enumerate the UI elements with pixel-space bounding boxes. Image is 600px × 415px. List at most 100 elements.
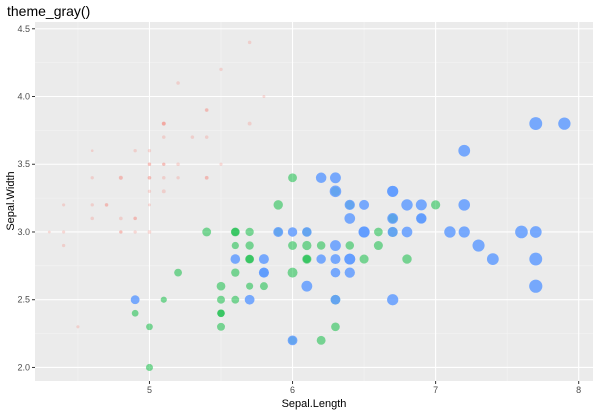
- data-point: [387, 294, 399, 306]
- data-point: [147, 203, 151, 207]
- data-point: [431, 200, 441, 210]
- data-point: [204, 175, 209, 180]
- data-point: [61, 243, 66, 248]
- data-point: [145, 363, 154, 372]
- data-point: [401, 226, 413, 238]
- data-point: [344, 213, 356, 224]
- data-point: [90, 203, 94, 207]
- data-point: [330, 254, 341, 265]
- data-point: [104, 203, 109, 207]
- data-point: [176, 162, 180, 166]
- data-point: [302, 254, 312, 264]
- data-point: [331, 322, 340, 332]
- data-point: [62, 230, 66, 234]
- x-axis: 5 6 7 8: [147, 381, 581, 395]
- data-point: [330, 267, 341, 278]
- data-point: [217, 309, 225, 317]
- data-point: [287, 267, 298, 278]
- data-point: [302, 227, 312, 237]
- data-point: [217, 322, 225, 331]
- data-point: [387, 226, 398, 238]
- data-point: [162, 135, 166, 139]
- data-point: [458, 144, 471, 157]
- data-point: [147, 175, 152, 180]
- data-point: [204, 108, 209, 112]
- data-point: [373, 241, 383, 251]
- y-axis: 2.0 2.5 3.0 3.5 4.0 4.5: [17, 24, 35, 372]
- data-point: [160, 296, 167, 303]
- data-point: [402, 254, 412, 264]
- data-point: [147, 162, 152, 167]
- data-point: [415, 199, 427, 211]
- data-point: [529, 252, 543, 266]
- x-tick-label: 5: [147, 385, 152, 395]
- data-point: [147, 230, 152, 234]
- data-point: [231, 227, 240, 237]
- data-point: [345, 241, 355, 250]
- y-tick-label: 2.5: [17, 295, 30, 305]
- data-point: [486, 253, 499, 265]
- data-point: [302, 240, 312, 251]
- data-point: [288, 173, 297, 183]
- data-point: [47, 230, 51, 234]
- data-point: [162, 162, 166, 166]
- y-tick-label: 4.5: [17, 24, 30, 34]
- data-point: [204, 176, 209, 180]
- data-point: [90, 149, 94, 152]
- data-point: [119, 230, 123, 234]
- data-point: [330, 240, 341, 251]
- data-point: [147, 176, 152, 180]
- data-point: [529, 117, 543, 131]
- data-point: [287, 227, 298, 237]
- data-point: [133, 230, 137, 234]
- y-tick-label: 3.0: [17, 227, 30, 237]
- data-point: [329, 185, 342, 198]
- data-point: [204, 135, 209, 139]
- data-point: [230, 254, 241, 264]
- chart-title: theme_gray(): [7, 3, 90, 19]
- data-point: [359, 254, 369, 264]
- data-point: [246, 282, 254, 290]
- minor-gridlines: [35, 22, 593, 381]
- data-point: [174, 268, 182, 277]
- data-point: [258, 267, 269, 278]
- data-point: [119, 216, 123, 221]
- x-axis-title: Sepal.Length: [282, 398, 347, 410]
- data-point: [219, 67, 223, 72]
- data-point: [162, 176, 166, 180]
- data-point: [76, 325, 80, 329]
- data-point: [245, 227, 254, 237]
- data-point: [387, 185, 399, 197]
- data-point: [244, 294, 255, 305]
- data-point: [330, 172, 341, 184]
- data-point: [202, 227, 212, 237]
- data-point: [118, 175, 123, 180]
- data-point: [458, 199, 471, 211]
- plot-panel: [35, 22, 593, 381]
- data-point: [90, 176, 94, 180]
- data-point: [217, 295, 225, 304]
- data-point: [287, 335, 298, 346]
- data-point: [288, 241, 297, 250]
- data-point: [529, 279, 543, 293]
- data-point: [273, 227, 284, 237]
- data-point: [529, 226, 542, 238]
- data-point: [62, 203, 66, 207]
- data-point: [147, 162, 152, 166]
- x-tick-label: 7: [433, 385, 438, 395]
- x-tick-label: 6: [290, 385, 295, 395]
- data-point: [119, 175, 123, 180]
- data-point: [90, 216, 94, 221]
- x-tick-label: 8: [576, 385, 581, 395]
- data-point: [231, 268, 240, 277]
- data-point: [316, 241, 326, 250]
- data-point: [245, 241, 254, 250]
- data-point: [515, 225, 528, 239]
- data-point: [176, 176, 180, 180]
- data-point: [147, 149, 152, 153]
- data-point: [147, 189, 152, 193]
- data-point: [472, 239, 485, 252]
- data-point: [458, 226, 470, 238]
- data-point: [401, 199, 413, 211]
- data-points: [47, 40, 571, 372]
